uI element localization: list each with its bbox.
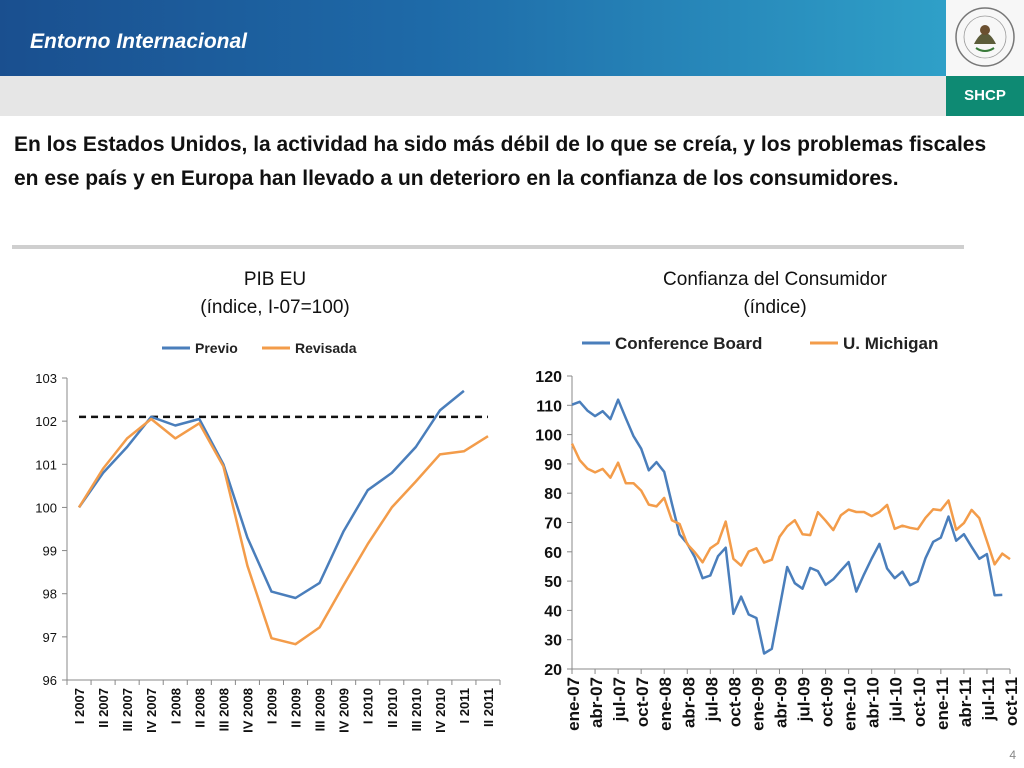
x-tick-label: oct-09 — [818, 677, 837, 727]
y-tick-label: 101 — [35, 457, 57, 472]
x-tick-label: jul-11 — [979, 677, 998, 721]
x-tick-label: ene-11 — [933, 677, 952, 730]
x-tick-label: ene-09 — [748, 677, 767, 731]
x-tick-label: IV 2008 — [240, 688, 255, 733]
x-tick-label: II 2011 — [481, 688, 496, 727]
series-line-conference-board — [571, 398, 1003, 655]
x-tick-label: II 2007 — [96, 688, 111, 728]
legend-label-1: U. Michigan — [843, 334, 938, 353]
x-tick-label: abr-09 — [771, 677, 790, 728]
x-tick-label: abr-08 — [679, 677, 698, 728]
y-tick-label: 96 — [43, 673, 57, 688]
legend-label-1: Revisada — [295, 340, 357, 356]
left-chart-title-block: PIB EU (índice, I-07=100) — [60, 266, 490, 322]
gdp-chart: Previo Revisada 96 97 98 99 100 101 102 103 I 2007… — [35, 340, 501, 733]
x-tick-label: IV 2009 — [337, 688, 352, 733]
y-tick-label: 102 — [35, 414, 57, 429]
x-tick-label: I 2007 — [72, 688, 87, 724]
y-tick-label: 100 — [535, 428, 562, 445]
x-tick-label: ene-08 — [656, 677, 675, 731]
headline-text: En los Estados Unidos, la actividad ha s… — [14, 133, 987, 190]
page-number: 4 — [1009, 748, 1016, 762]
x-tick-label: I 2010 — [361, 688, 376, 724]
x-tick-label: oct-08 — [725, 677, 744, 727]
legend-label-0: Previo — [195, 340, 238, 356]
x-tick-label: jul-10 — [887, 677, 906, 722]
y-tick-label: 100 — [35, 500, 57, 515]
x-tick-label: jul-08 — [702, 677, 721, 722]
x-tick-label: jul-07 — [610, 677, 629, 722]
x-tick-label: II 2010 — [385, 688, 400, 728]
x-tick-label: I 2011 — [457, 688, 472, 723]
x-tick-label: abr-07 — [587, 677, 606, 728]
y-tick-label: 98 — [43, 587, 57, 602]
shcp-brand: SHCP — [946, 76, 1024, 116]
y-tick-label: 40 — [544, 603, 562, 620]
x-tick-label: I 2009 — [264, 688, 279, 724]
right-chart-title: Confianza del Consumidor — [663, 269, 887, 290]
x-tick-label: abr-10 — [864, 677, 883, 728]
x-tick-label: III 2008 — [216, 688, 231, 731]
y-tick-label: 97 — [43, 630, 57, 645]
right-chart-title-block: Confianza del Consumidor (índice) — [540, 266, 1010, 322]
y-tick-label: 90 — [544, 457, 562, 474]
y-tick-label: 120 — [535, 369, 562, 386]
y-tick-label: 20 — [544, 662, 562, 679]
y-tick-label: 80 — [544, 486, 562, 503]
section-title: Entorno Internacional — [30, 30, 248, 53]
x-tick-label: I 2008 — [168, 688, 183, 724]
x-tick-label: oct-07 — [633, 677, 652, 727]
title-banner: Entorno Internacional — [0, 0, 946, 76]
y-tick-label: 70 — [544, 516, 562, 533]
x-tick-label: oct-11 — [1002, 677, 1021, 726]
seal-icon — [955, 7, 1015, 67]
left-chart-title: PIB EU — [243, 269, 307, 290]
x-tick-label: IV 2010 — [433, 688, 448, 733]
y-tick-label: 30 — [544, 633, 562, 650]
legend-label-0: Conference Board — [615, 334, 762, 353]
series-line-revisada — [77, 417, 489, 646]
y-tick-label: 110 — [536, 398, 562, 415]
x-tick-label: ene-07 — [564, 677, 583, 731]
left-chart-subtitle: (índice, I-07=100) — [200, 297, 350, 318]
right-chart-subtitle: (índice) — [743, 297, 807, 318]
divider — [12, 245, 964, 249]
consumer-confidence-chart: Conference Board U. Michigan 20 30 40 50 60 70 8… — [535, 334, 1021, 731]
x-tick-label: jul-09 — [795, 677, 814, 722]
x-tick-label: III 2007 — [120, 688, 135, 731]
y-tick-label: 50 — [544, 574, 562, 591]
series-line-previo — [77, 389, 465, 600]
government-seal-logo — [946, 0, 1024, 76]
y-tick-label: 99 — [43, 544, 57, 559]
subheader-bar — [0, 76, 946, 116]
y-tick-label: 60 — [544, 545, 562, 562]
y-tick-label: 103 — [35, 371, 57, 386]
x-tick-label: oct-10 — [910, 677, 929, 727]
x-tick-label: IV 2007 — [144, 688, 159, 733]
x-tick-label: III 2010 — [409, 688, 424, 731]
series-line-u-michigan — [570, 443, 1011, 567]
x-tick-label: II 2008 — [192, 688, 207, 728]
x-tick-label: abr-11 — [956, 677, 975, 727]
x-tick-label: III 2009 — [313, 688, 328, 731]
x-tick-label: ene-10 — [841, 677, 860, 731]
x-tick-label: II 2009 — [289, 688, 304, 728]
